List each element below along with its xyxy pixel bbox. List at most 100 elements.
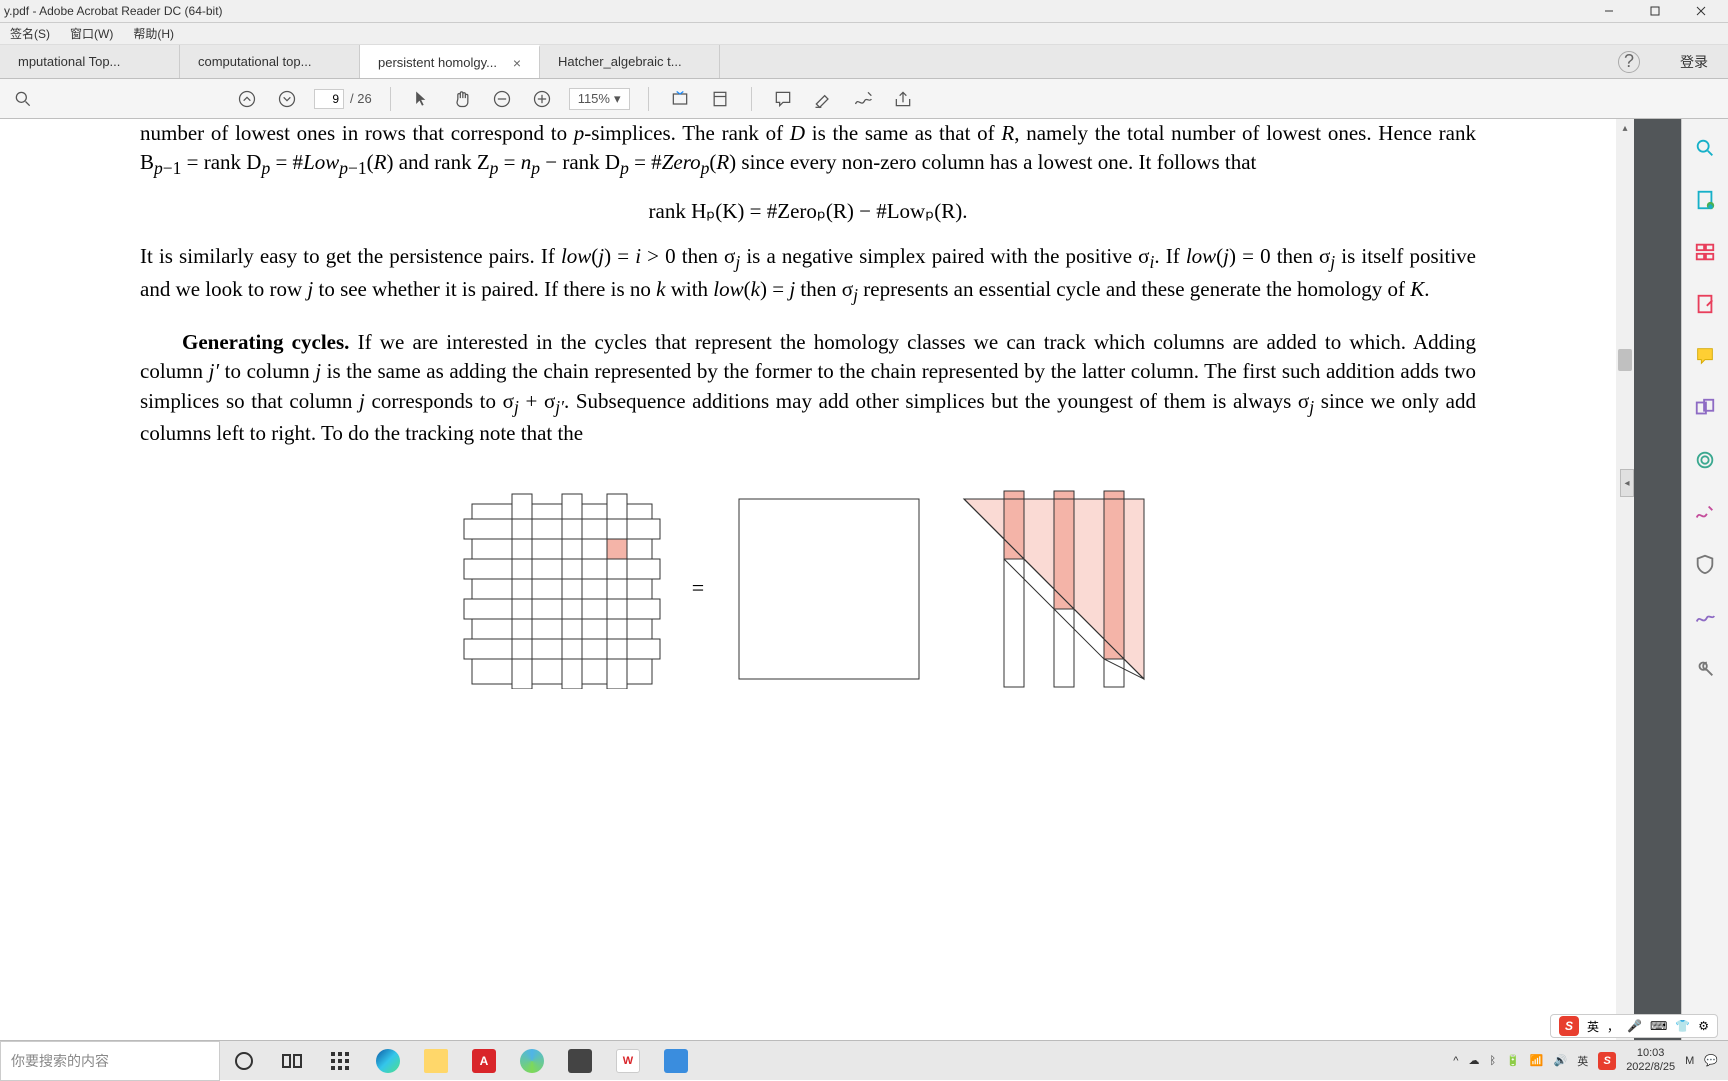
zoom-value: 115% — [578, 91, 610, 106]
help-icon[interactable]: ? — [1618, 51, 1640, 73]
tab-3[interactable]: Hatcher_algebraic t... — [540, 45, 720, 78]
middle-matrix — [734, 494, 924, 684]
task-view-icon[interactable] — [268, 1041, 316, 1081]
draw-icon[interactable] — [1692, 499, 1718, 525]
wps-icon[interactable]: W — [604, 1041, 652, 1081]
menu-window[interactable]: 窗口(W) — [64, 23, 119, 44]
find-icon[interactable] — [10, 86, 36, 112]
tab-close-icon[interactable]: × — [513, 55, 521, 71]
system-tray: ^ ☁ ᛒ 🔋 📶 🔊 英 S 10:03 2022/8/25 M 💬 — [1453, 1047, 1728, 1073]
ime-mic-icon[interactable]: 🎤 — [1627, 1019, 1642, 1033]
paragraph: number of lowest ones in rows that corre… — [140, 119, 1476, 181]
export-pdf-icon[interactable]: + — [1692, 187, 1718, 213]
comment-tool-icon[interactable] — [1692, 343, 1718, 369]
left-matrix — [462, 489, 662, 689]
menu-sign[interactable]: 签名(S) — [4, 23, 56, 44]
clock-time: 10:03 — [1626, 1047, 1675, 1060]
vertical-scrollbar[interactable]: ▴ ▾ — [1616, 119, 1634, 1040]
paragraph: It is similarly easy to get the persiste… — [140, 242, 1476, 307]
pdf-page: number of lowest ones in rows that corre… — [0, 119, 1616, 1040]
tray-volume-icon[interactable]: 🔊 — [1553, 1054, 1567, 1067]
separator — [751, 87, 752, 111]
fill-sign-icon[interactable] — [1692, 603, 1718, 629]
collapse-handle[interactable]: ◂ — [1620, 469, 1634, 497]
tray-sogou-icon[interactable]: S — [1598, 1052, 1616, 1070]
right-matrix — [954, 489, 1154, 689]
minimize-button[interactable] — [1586, 0, 1632, 23]
page-up-icon[interactable] — [234, 86, 260, 112]
ime-skin-icon[interactable]: 👕 — [1675, 1019, 1690, 1033]
tab-0[interactable]: mputational Top... — [0, 45, 180, 78]
tray-battery-icon[interactable]: 🔋 — [1506, 1054, 1520, 1067]
ime-toolbar[interactable]: S 英 ， 🎤 ⌨ 👕 ⚙ — [1550, 1014, 1718, 1038]
scroll-up-icon[interactable]: ▴ — [1616, 119, 1634, 137]
browser-icon[interactable] — [508, 1041, 556, 1081]
chevron-down-icon: ▾ — [614, 91, 621, 107]
page-display-icon[interactable] — [707, 86, 733, 112]
taskbar-search[interactable]: 你要搜索的内容 — [0, 1041, 220, 1081]
highlight-icon[interactable] — [810, 86, 836, 112]
apps-icon[interactable] — [316, 1041, 364, 1081]
organize-icon[interactable] — [1692, 239, 1718, 265]
page-total: / 26 — [350, 91, 372, 106]
maximize-button[interactable] — [1632, 0, 1678, 23]
share-icon[interactable] — [890, 86, 916, 112]
tray-ime-icon[interactable]: 英 — [1577, 1053, 1588, 1069]
tray-onedrive-icon[interactable]: ☁ — [1468, 1054, 1479, 1067]
page-indicator: / 26 — [314, 89, 372, 109]
tray-input-indicator-icon[interactable]: M — [1685, 1055, 1694, 1067]
tray-notifications-icon[interactable]: 💬 — [1704, 1054, 1718, 1067]
app2-icon[interactable] — [652, 1041, 700, 1081]
edge-icon[interactable] — [364, 1041, 412, 1081]
sogou-logo-icon: S — [1559, 1016, 1579, 1036]
ime-keyboard-icon[interactable]: ⌨ — [1650, 1019, 1667, 1033]
document-viewport[interactable]: number of lowest ones in rows that corre… — [0, 119, 1681, 1040]
page-current-input[interactable] — [314, 89, 344, 109]
separator — [648, 87, 649, 111]
taskbar-clock[interactable]: 10:03 2022/8/25 — [1626, 1047, 1675, 1073]
tab-2[interactable]: persistent homolgy...× — [360, 45, 540, 78]
search-placeholder: 你要搜索的内容 — [11, 1051, 109, 1071]
zoom-select[interactable]: 115% ▾ — [569, 88, 630, 110]
selection-tool-icon[interactable] — [409, 86, 435, 112]
tray-chevron-icon[interactable]: ^ — [1453, 1055, 1458, 1067]
windows-taskbar: 你要搜索的内容 A W ^ ☁ ᛒ 🔋 📶 🔊 英 S 10:03 2022/8… — [0, 1040, 1728, 1080]
svg-text:+: + — [1709, 204, 1712, 210]
main-area: number of lowest ones in rows that corre… — [0, 119, 1728, 1040]
sign-icon[interactable] — [850, 86, 876, 112]
tray-bluetooth-icon[interactable]: ᛒ — [1489, 1055, 1496, 1067]
combine-icon[interactable] — [1692, 395, 1718, 421]
stamp-icon[interactable] — [1692, 447, 1718, 473]
explorer-icon[interactable] — [412, 1041, 460, 1081]
menu-bar: 签名(S) 窗口(W) 帮助(H) — [0, 23, 1728, 45]
toolbar: / 26 115% ▾ — [0, 79, 1728, 119]
ime-punct-icon[interactable]: ， — [1607, 1018, 1619, 1035]
ime-toolbox-icon[interactable]: ⚙ — [1698, 1019, 1709, 1033]
zoom-out-icon[interactable] — [489, 86, 515, 112]
right-tool-panel: + — [1681, 119, 1728, 1040]
search-tool-icon[interactable] — [1692, 135, 1718, 161]
cortana-icon[interactable] — [220, 1041, 268, 1081]
tab-1[interactable]: computational top... — [180, 45, 360, 78]
document-tabs: mputational Top... computational top... … — [0, 45, 1728, 79]
section-heading: Generating cycles. — [182, 330, 349, 354]
hand-tool-icon[interactable] — [449, 86, 475, 112]
menu-help[interactable]: 帮助(H) — [127, 23, 180, 44]
close-button[interactable] — [1678, 0, 1724, 23]
acrobat-icon[interactable]: A — [460, 1041, 508, 1081]
ime-lang[interactable]: 英 — [1587, 1018, 1599, 1035]
protect-icon[interactable] — [1692, 551, 1718, 577]
tray-wifi-icon[interactable]: 📶 — [1530, 1054, 1544, 1067]
fit-width-icon[interactable] — [667, 86, 693, 112]
page-down-icon[interactable] — [274, 86, 300, 112]
comment-icon[interactable] — [770, 86, 796, 112]
zoom-in-icon[interactable] — [529, 86, 555, 112]
tab-label: mputational Top... — [18, 54, 120, 69]
equation: rank Hₚ(K) = #Zeroₚ(R) − #Lowₚ(R). — [140, 197, 1476, 226]
app-icon[interactable] — [556, 1041, 604, 1081]
window-titlebar: y.pdf - Adobe Acrobat Reader DC (64-bit) — [0, 0, 1728, 23]
more-tools-icon[interactable] — [1692, 655, 1718, 681]
edit-pdf-icon[interactable] — [1692, 291, 1718, 317]
scrollbar-thumb[interactable] — [1618, 349, 1632, 371]
login-button[interactable]: 登录 — [1660, 45, 1728, 78]
